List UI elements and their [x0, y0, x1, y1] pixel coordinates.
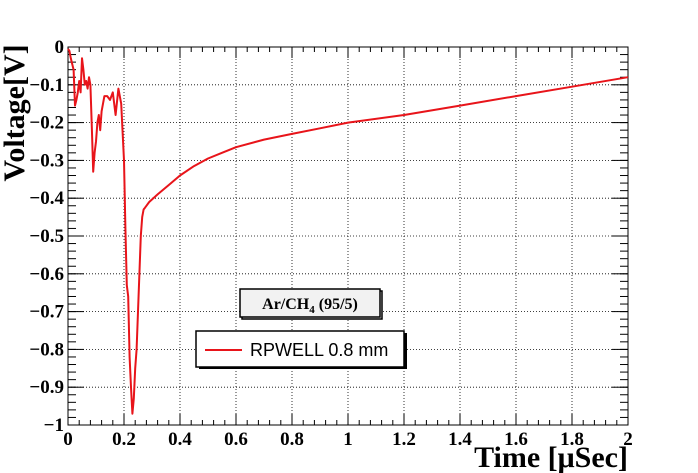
y-tick-label: −0.6 — [29, 264, 64, 285]
x-tick-label: 0.8 — [280, 429, 304, 450]
y-tick-label: −0.3 — [29, 150, 64, 171]
y-tick-label: −0.5 — [29, 226, 64, 247]
x-axis-title: Time [μSec] — [474, 441, 628, 473]
y-axis-title: Voltage[V] — [0, 44, 31, 181]
x-tick-label: 0.4 — [168, 429, 192, 450]
y-tick-label: −0.2 — [29, 113, 64, 134]
x-tick-label: 2 — [623, 429, 633, 450]
y-tick-label: −0.4 — [29, 188, 64, 209]
annotation-text: Ar/CH4 (95/5) — [262, 296, 358, 316]
y-tick-label: −0.8 — [29, 339, 64, 360]
x-tick-label: 0.6 — [224, 429, 248, 450]
legend: RPWELL 0.8 mm — [195, 330, 407, 369]
x-tick-label: 0 — [63, 429, 73, 450]
x-tick-label: 1.4 — [448, 429, 472, 450]
legend-label: RPWELL 0.8 mm — [250, 340, 388, 360]
series-line — [67, 48, 629, 415]
x-tick-label: 1 — [343, 429, 353, 450]
y-tick-label: −0.1 — [29, 75, 64, 96]
y-tick-labels: 0 −0.1 −0.2 −0.3 −0.4 −0.5 −0.6 −0.7 −0.8 −0.9 −1 — [29, 37, 64, 436]
annotation-box: Ar/CH4 (95/5) — [239, 288, 383, 320]
x-tick-label: 1.8 — [560, 429, 584, 450]
x-tick-label: 1.6 — [504, 429, 528, 450]
y-tick-label: 0 — [55, 37, 65, 58]
x-tick-label: 1.2 — [392, 429, 416, 450]
y-tick-label: −0.7 — [29, 302, 64, 323]
x-tick-label: 0.2 — [112, 429, 136, 450]
y-tick-label: −1 — [44, 415, 64, 436]
series-group — [67, 48, 629, 415]
x-tick-labels: 0 0.2 0.4 0.6 0.8 1 1.2 1.4 1.6 1.8 2 — [63, 429, 633, 450]
y-tick-label: −0.9 — [29, 377, 64, 398]
